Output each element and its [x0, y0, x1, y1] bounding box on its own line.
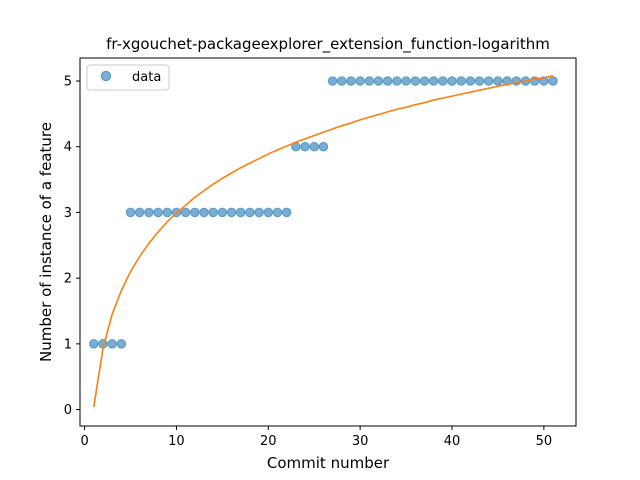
x-tick-label: 0	[80, 434, 88, 449]
data-point	[107, 339, 117, 349]
data-point	[235, 207, 246, 218]
y-tick-label: 2	[64, 272, 72, 287]
x-tick-label: 40	[444, 434, 461, 449]
data-point	[281, 207, 292, 218]
data-point	[327, 76, 338, 86]
data-point	[272, 207, 283, 218]
data-point	[428, 76, 439, 86]
data-point	[199, 207, 209, 218]
data-point	[336, 76, 347, 86]
y-tick-label: 3	[64, 206, 72, 221]
data-point	[438, 76, 448, 86]
data-point	[502, 76, 512, 86]
data-point	[401, 76, 411, 86]
data-point	[190, 207, 200, 218]
data-point	[382, 76, 393, 86]
data-point	[162, 207, 173, 218]
data-point	[116, 339, 127, 349]
y-tick-label: 0	[64, 403, 72, 418]
axes-frame	[79, 57, 577, 427]
data-point	[410, 76, 421, 86]
data-point	[548, 76, 558, 86]
data-point	[493, 76, 503, 86]
data-point	[318, 141, 329, 152]
data-point	[483, 76, 494, 86]
data-point	[125, 207, 136, 218]
data-point	[346, 76, 356, 86]
series-line-fit	[92, 74, 554, 408]
data-point	[456, 76, 466, 86]
y-axis-label: Number of instance of a feature	[37, 122, 55, 362]
data-point	[208, 207, 218, 218]
data-point	[134, 207, 145, 218]
data-point	[226, 207, 237, 218]
data-point	[465, 76, 476, 86]
legend: data	[86, 64, 170, 91]
y-tick-label: 4	[64, 140, 72, 155]
data-point	[254, 207, 264, 218]
x-tick-label: 30	[352, 434, 369, 449]
x-tick-label: 20	[260, 434, 277, 449]
legend-label-data: data	[132, 70, 161, 85]
data-point	[447, 76, 457, 86]
x-axis-label: Commit number	[267, 454, 390, 472]
chart-title: fr-xgouchet-packageexplorer_extension_fu…	[106, 35, 550, 54]
data-point	[153, 207, 163, 218]
data-point	[300, 141, 310, 152]
x-tick-label: 50	[536, 434, 553, 449]
data-point	[245, 207, 255, 218]
data-point	[355, 76, 365, 86]
data-point	[373, 76, 384, 86]
data-point	[180, 207, 191, 218]
data-point	[309, 141, 320, 152]
data-points	[88, 76, 558, 349]
legend-marker-data	[100, 70, 112, 82]
data-point	[88, 339, 99, 349]
data-point	[419, 76, 430, 86]
y-tick-label: 5	[64, 75, 72, 90]
y-tick-label: 1	[64, 337, 72, 352]
data-point	[392, 76, 402, 86]
data-point	[263, 207, 274, 218]
data-point	[364, 76, 375, 86]
data-point	[539, 76, 549, 86]
data-point	[144, 207, 154, 218]
data-point	[217, 207, 228, 218]
axis-ticks: 0 10 20 30 40 50 0 1 2 3 4 5	[64, 75, 552, 450]
x-tick-label: 10	[168, 434, 185, 449]
data-point	[474, 76, 485, 86]
